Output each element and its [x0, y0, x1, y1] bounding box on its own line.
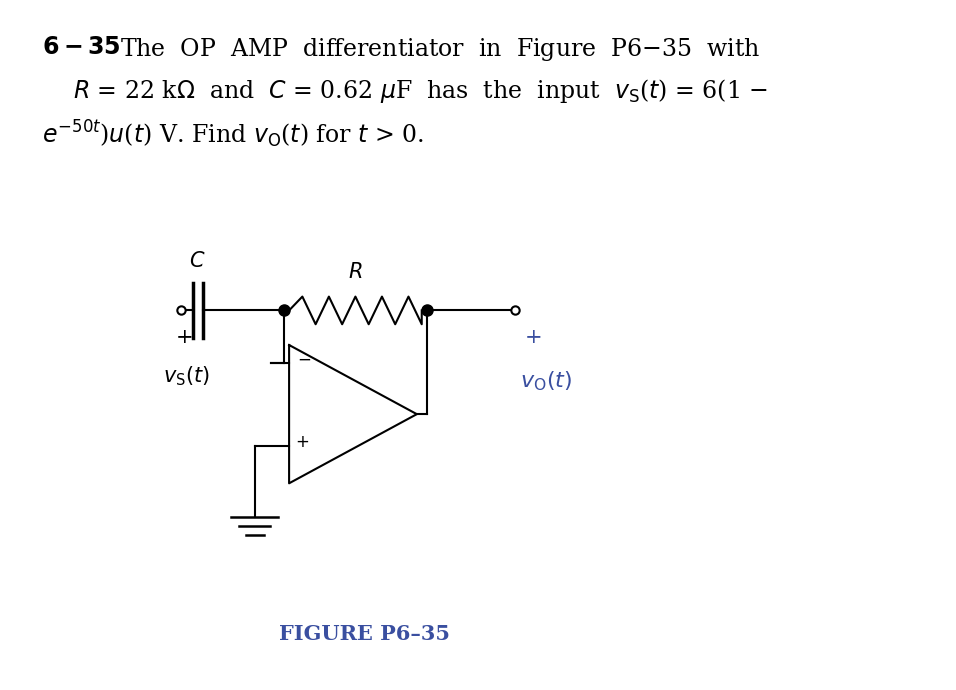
- Text: $\it{R}$: $\it{R}$: [348, 262, 362, 282]
- Text: The  OP  AMP  differentiator  in  Figure  P6$-$35  with: The OP AMP differentiator in Figure P6$-…: [120, 36, 760, 63]
- Text: $\it{C}$: $\it{C}$: [189, 251, 206, 271]
- Text: $R$ = 22 k$\Omega$  and  $C$ = 0.62 $\mu$F  has  the  input  $v_\mathrm{S}$($t$): $R$ = 22 k$\Omega$ and $C$ = 0.62 $\mu$F…: [73, 77, 768, 106]
- Text: $-$: $-$: [297, 350, 311, 368]
- Text: $v_\mathrm{S}(t)$: $v_\mathrm{S}(t)$: [163, 365, 210, 388]
- Text: $+$: $+$: [295, 433, 309, 451]
- Text: +: +: [176, 328, 194, 347]
- Text: FIGURE P6–35: FIGURE P6–35: [279, 624, 450, 644]
- Text: +: +: [525, 328, 542, 347]
- Text: $v_\mathrm{O}(t)$: $v_\mathrm{O}(t)$: [520, 370, 572, 393]
- Text: $\mathbf{6-35}$: $\mathbf{6-35}$: [41, 36, 120, 59]
- Text: $e^{-50t}$)$u$($t$) V. Find $v_\mathrm{O}$($t$) for $t$ > 0.: $e^{-50t}$)$u$($t$) V. Find $v_\mathrm{O…: [41, 119, 424, 150]
